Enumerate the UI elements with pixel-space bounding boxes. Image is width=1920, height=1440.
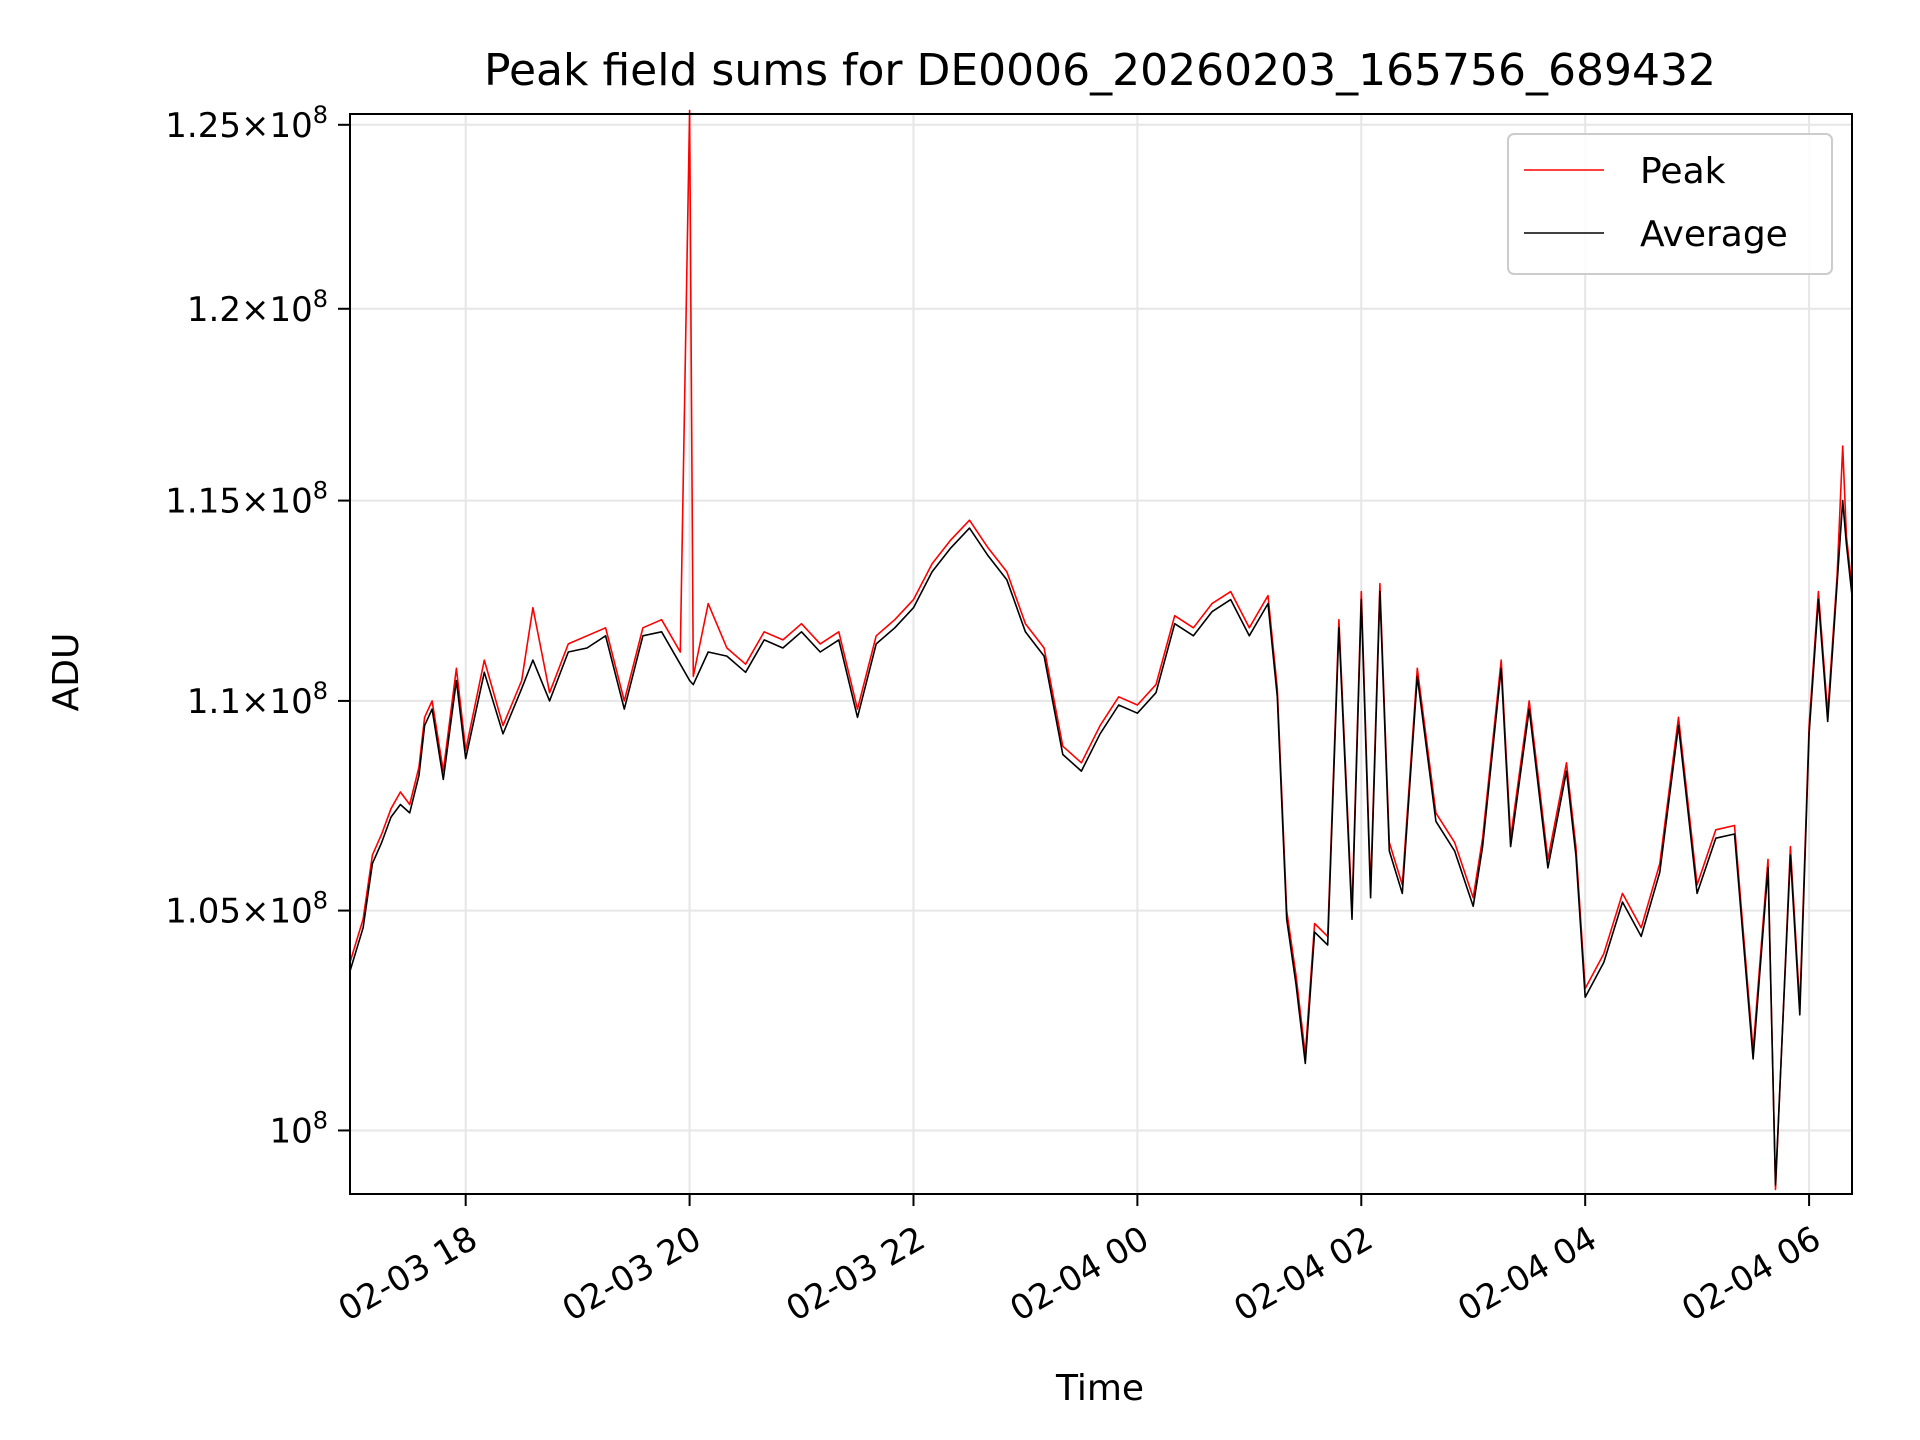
legend: Peak Average bbox=[1507, 133, 1833, 275]
y-axis-label: ADU bbox=[46, 633, 87, 712]
series-line-peak bbox=[349, 109, 1853, 1191]
y-tick-label: 108 bbox=[269, 1106, 328, 1151]
x-axis-label: Time bbox=[1055, 1368, 1144, 1409]
grid bbox=[350, 114, 1852, 1194]
y-tick-label: 1.05×108 bbox=[165, 887, 328, 932]
chart-title: Peak field sums for DE0006_20260203_1657… bbox=[484, 45, 1716, 96]
axes-frame bbox=[349, 113, 1853, 1195]
y-tick-label: 1.15×108 bbox=[165, 477, 328, 522]
y-tick-label: 1.1×108 bbox=[187, 677, 328, 722]
legend-box bbox=[1507, 133, 1833, 275]
legend-label-average: Average bbox=[1640, 214, 1788, 255]
y-tick-label: 1.25×108 bbox=[165, 101, 328, 146]
y-axis-ticks: 108 1.05×108 1.1×108 1.15×108 1.2×108 1.25×10… bbox=[165, 101, 350, 1151]
y-tick-label: 1.2×108 bbox=[187, 285, 328, 330]
legend-label-peak: Peak bbox=[1640, 151, 1726, 192]
plot-series bbox=[349, 109, 1853, 1191]
series-line-average bbox=[349, 499, 1853, 1186]
